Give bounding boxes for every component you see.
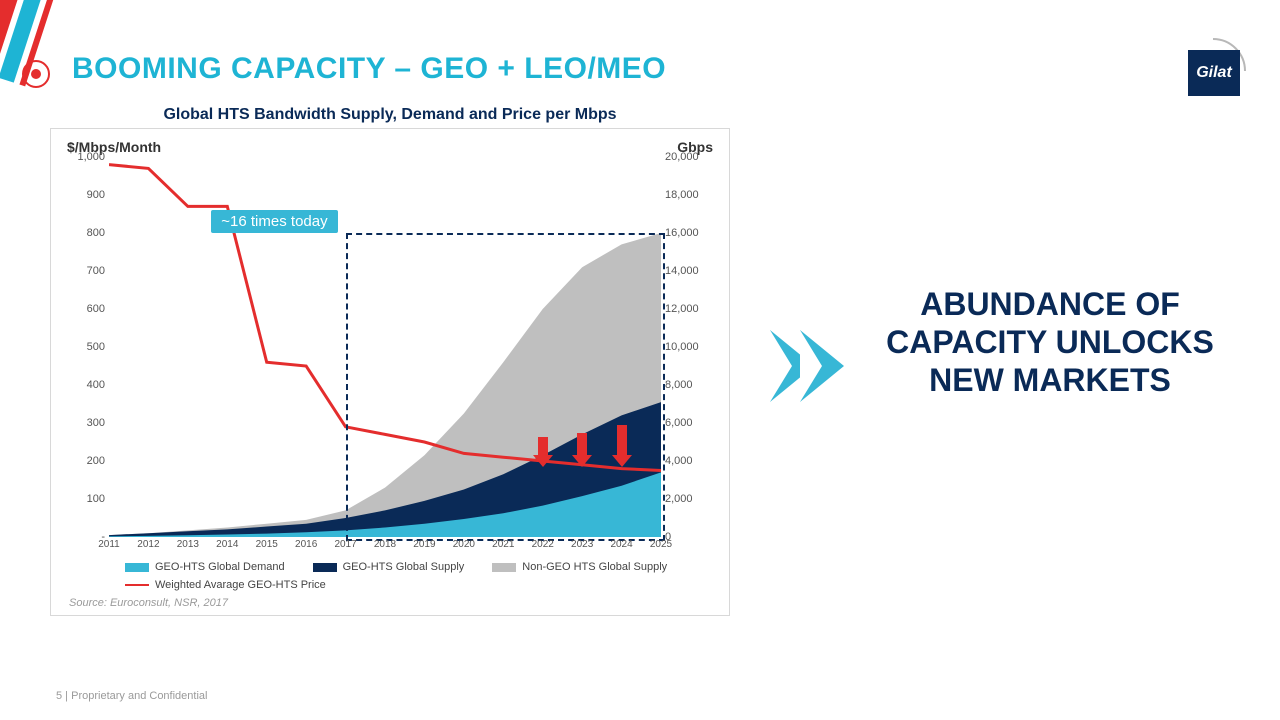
chart-plot: -1002003004005006007008009001,00002,0004…: [109, 157, 661, 537]
x-tick: 2012: [137, 539, 159, 550]
slide-title: BOOMING CAPACITY – GEO + LEO/MEO: [72, 52, 666, 86]
x-tick: 2017: [334, 539, 356, 550]
forward-arrows-icon: [770, 330, 844, 402]
x-tick: 2013: [177, 539, 199, 550]
callout-badge: ~16 times today: [211, 210, 337, 233]
brand-logo: Gilat: [1188, 50, 1240, 96]
y-right-tick: 14,000: [665, 265, 707, 277]
y-right-tick: 2,000: [665, 493, 707, 505]
y-left-tick: 200: [65, 455, 105, 467]
down-arrow-icon: [577, 433, 592, 467]
x-tick: 2018: [374, 539, 396, 550]
chart-legend: GEO-HTS Global Demand GEO-HTS Global Supp…: [125, 561, 715, 591]
x-tick: 2020: [453, 539, 475, 550]
x-tick: 2019: [413, 539, 435, 550]
x-tick: 2011: [98, 539, 120, 550]
y-left-tick: 800: [65, 227, 105, 239]
y-right-tick: 4,000: [665, 455, 707, 467]
y-left-tick: 1,000: [65, 151, 105, 163]
x-tick: 2022: [532, 539, 554, 550]
y-left-tick: 100: [65, 493, 105, 505]
y-right-tick: 16,000: [665, 227, 707, 239]
down-arrow-icon: [538, 437, 553, 467]
forecast-box: [346, 233, 665, 541]
x-tick: 2023: [571, 539, 593, 550]
x-tick: 2016: [295, 539, 317, 550]
slide-footer: 5 | Proprietary and Confidential: [56, 690, 207, 702]
x-tick: 2014: [216, 539, 238, 550]
chart-title: Global HTS Bandwidth Supply, Demand and …: [50, 106, 730, 124]
y-right-tick: 20,000: [665, 151, 707, 163]
x-tick: 2021: [492, 539, 514, 550]
x-axis-ticks: 2011201220132014201520162017201820192020…: [109, 537, 661, 553]
legend-item: Weighted Avarage GEO-HTS Price: [125, 579, 326, 591]
x-tick: 2024: [610, 539, 632, 550]
chart-container: Global HTS Bandwidth Supply, Demand and …: [50, 106, 730, 616]
y-right-tick: 12,000: [665, 303, 707, 315]
y-left-tick: 600: [65, 303, 105, 315]
legend-item: GEO-HTS Global Demand: [125, 561, 285, 573]
legend-item: GEO-HTS Global Supply: [313, 561, 465, 573]
x-tick: 2025: [650, 539, 672, 550]
legend-item: Non-GEO HTS Global Supply: [492, 561, 667, 573]
y-right-tick: 6,000: [665, 417, 707, 429]
y-left-tick: 900: [65, 189, 105, 201]
y-right-tick: 18,000: [665, 189, 707, 201]
y-right-tick: 8,000: [665, 379, 707, 391]
down-arrow-icon: [617, 425, 632, 467]
chart-source: Source: Euroconsult, NSR, 2017: [69, 597, 715, 609]
y-left-tick: 500: [65, 341, 105, 353]
y-left-tick: 400: [65, 379, 105, 391]
y-left-tick: 300: [65, 417, 105, 429]
bullseye-icon: [22, 60, 50, 88]
x-tick: 2015: [256, 539, 278, 550]
y-right-tick: 10,000: [665, 341, 707, 353]
y-left-tick: 700: [65, 265, 105, 277]
side-headline: ABUNDANCE OF CAPACITY UNLOCKS NEW MARKET…: [870, 286, 1230, 399]
